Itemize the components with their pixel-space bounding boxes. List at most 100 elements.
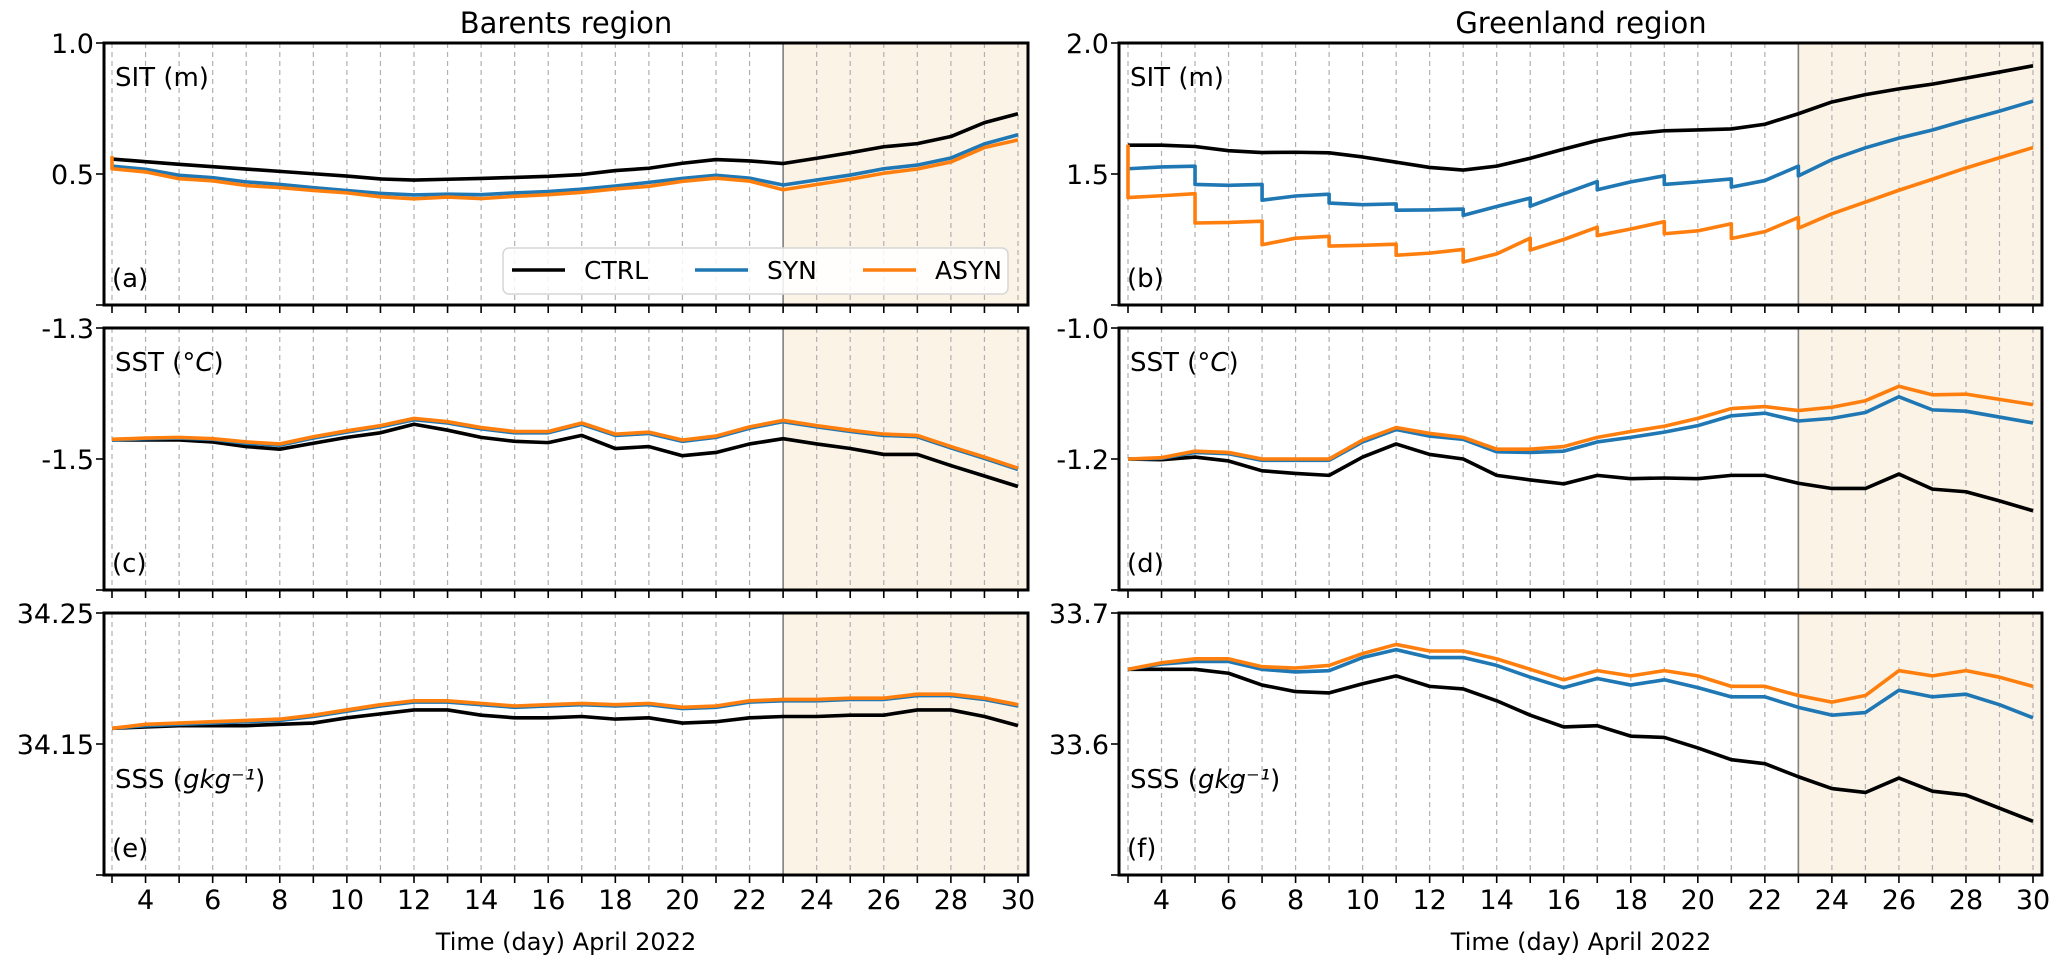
variable-name: SSS	[115, 765, 165, 795]
series-line-ctrl	[111, 112, 1019, 182]
panel-letter: (a)	[112, 264, 148, 294]
y-tick-label: -1.0	[1056, 314, 1109, 345]
legend-label-asyn: ASYN	[935, 256, 1002, 285]
series-line-syn	[1127, 99, 2034, 218]
x-tick-label: 26	[867, 885, 901, 916]
x-axis-label-right: Time (day) April 2022	[1450, 928, 1711, 956]
x-tick-label: 28	[1949, 885, 1983, 916]
x-tick-label: 8	[271, 885, 288, 916]
panel-d: -1.2 -1.0 SST (°C) (d)	[1056, 314, 2044, 598]
series-line-asyn	[1127, 642, 2034, 704]
x-tick-label: 20	[665, 885, 699, 916]
x-tick-label: 8	[1287, 885, 1304, 916]
x-tick-label: 16	[531, 885, 565, 916]
legend: CTRL SYN ASYN	[502, 247, 1009, 295]
unit-open-paren: (	[164, 348, 182, 378]
series-line-ctrl	[1127, 442, 2034, 513]
panel-letter: (b)	[1127, 264, 1164, 294]
x-tick-label: 20	[1681, 885, 1715, 916]
y-tick-label: 34.25	[17, 599, 94, 630]
x-tick-label: 10	[330, 885, 364, 916]
x-tick-label: 14	[1480, 885, 1514, 916]
series-line-asyn	[1126, 144, 2034, 264]
panel-letter: (c)	[112, 549, 147, 579]
variable-name: SST	[115, 348, 164, 378]
variable-name: SSS	[1130, 765, 1180, 795]
series-line-asyn	[111, 416, 1019, 470]
variable-name: SST	[1130, 348, 1179, 378]
variable-name: SIT (m)	[115, 63, 209, 93]
forecast-shading	[783, 613, 1028, 875]
unit-open-paren: (	[1180, 765, 1198, 795]
x-tick-label: 4	[137, 885, 154, 916]
x-tick-label: 6	[1220, 885, 1237, 916]
unit-close-paren: )	[255, 765, 265, 795]
panel-c: -1.5 -1.3 SST (°C) (c)	[41, 314, 1030, 598]
variable-label: SST (°C)	[1130, 348, 1239, 378]
variable-label: SSS (gkg⁻¹)	[115, 765, 265, 795]
x-tick-label: 26	[1882, 885, 1916, 916]
y-tick-label: 2.0	[1066, 29, 1109, 60]
panel-e: 4 6 8 10 12 14 16 18 20 22 24 26 28 30 34.15 34.25 SSS (…	[17, 599, 1035, 916]
y-tick-label: -1.2	[1056, 445, 1109, 476]
variable-label: SSS (gkg⁻¹)	[1130, 765, 1280, 795]
variable-label: SST (°C)	[115, 348, 224, 378]
y-tick-label: 0.5	[51, 160, 94, 191]
unit-close-paren: )	[1228, 348, 1238, 378]
x-tick-label: 28	[934, 885, 968, 916]
legend-label-ctrl: CTRL	[584, 256, 648, 285]
column-title-greenland: Greenland region	[1455, 6, 1706, 40]
series-line-asyn	[1127, 384, 2034, 461]
x-tick-label: 12	[1412, 885, 1446, 916]
forecast-shading	[1798, 43, 2042, 305]
x-tick-label: 30	[2016, 885, 2050, 916]
legend-label-syn: SYN	[767, 256, 817, 285]
panel-letter: (d)	[1127, 549, 1164, 579]
panel-letter: (f)	[1127, 834, 1156, 864]
panel-letter: (e)	[112, 834, 148, 864]
panel-b: 1.5 2.0 SIT (m) (b)	[1066, 29, 2044, 313]
series-line-ctrl	[1128, 667, 2034, 823]
x-tick-label: 6	[204, 885, 221, 916]
x-tick-label: 30	[1001, 885, 1035, 916]
series-line-ctrl	[1128, 64, 2034, 172]
y-tick-label: 1.0	[51, 29, 94, 60]
legend-box	[502, 247, 1009, 295]
unit-text: °C	[182, 348, 214, 378]
unit-close-paren: )	[1270, 765, 1280, 795]
forecast-shading	[1798, 328, 2042, 590]
series-line-ctrl	[112, 422, 1019, 489]
series-line-asyn	[110, 138, 1019, 201]
y-tick-label: -1.5	[41, 445, 94, 476]
x-tick-label: 10	[1345, 885, 1379, 916]
y-tick-label: 33.7	[1049, 599, 1109, 630]
x-tick-label: 18	[598, 885, 632, 916]
unit-open-paren: (	[165, 765, 183, 795]
x-tick-label: 22	[1748, 885, 1782, 916]
unit-text: °C	[1197, 348, 1229, 378]
x-tick-label: 16	[1547, 885, 1581, 916]
x-tick-label: 4	[1153, 885, 1170, 916]
x-axis-label-left: Time (day) April 2022	[435, 928, 696, 956]
series-line-ctrl	[111, 708, 1019, 731]
y-tick-label: 1.5	[1066, 160, 1109, 191]
column-title-barents: Barents region	[460, 6, 673, 40]
unit-text: gkg⁻¹	[1198, 765, 1270, 795]
series-line-asyn	[111, 692, 1019, 731]
y-tick-label: 33.6	[1049, 730, 1109, 761]
x-tick-label: 12	[397, 885, 431, 916]
x-tick-label: 14	[464, 885, 498, 916]
y-tick-label: -1.3	[41, 314, 94, 345]
x-tick-label: 18	[1614, 885, 1648, 916]
variable-label: SIT (m)	[115, 63, 209, 93]
panel-f: 4 6 8 10 12 14 16 18 20 22 24 26 28 30 33.6 33.7 SSS (gk…	[1049, 599, 2050, 916]
x-tick-label: 24	[799, 885, 833, 916]
unit-text: gkg⁻¹	[183, 765, 255, 795]
series-line-syn	[1127, 647, 2034, 720]
unit-open-paren: (	[1179, 348, 1197, 378]
variable-name: SIT (m)	[1130, 63, 1224, 93]
forecast-shading	[1798, 613, 2042, 875]
variable-label: SIT (m)	[1130, 63, 1224, 93]
x-tick-label: 22	[732, 885, 766, 916]
